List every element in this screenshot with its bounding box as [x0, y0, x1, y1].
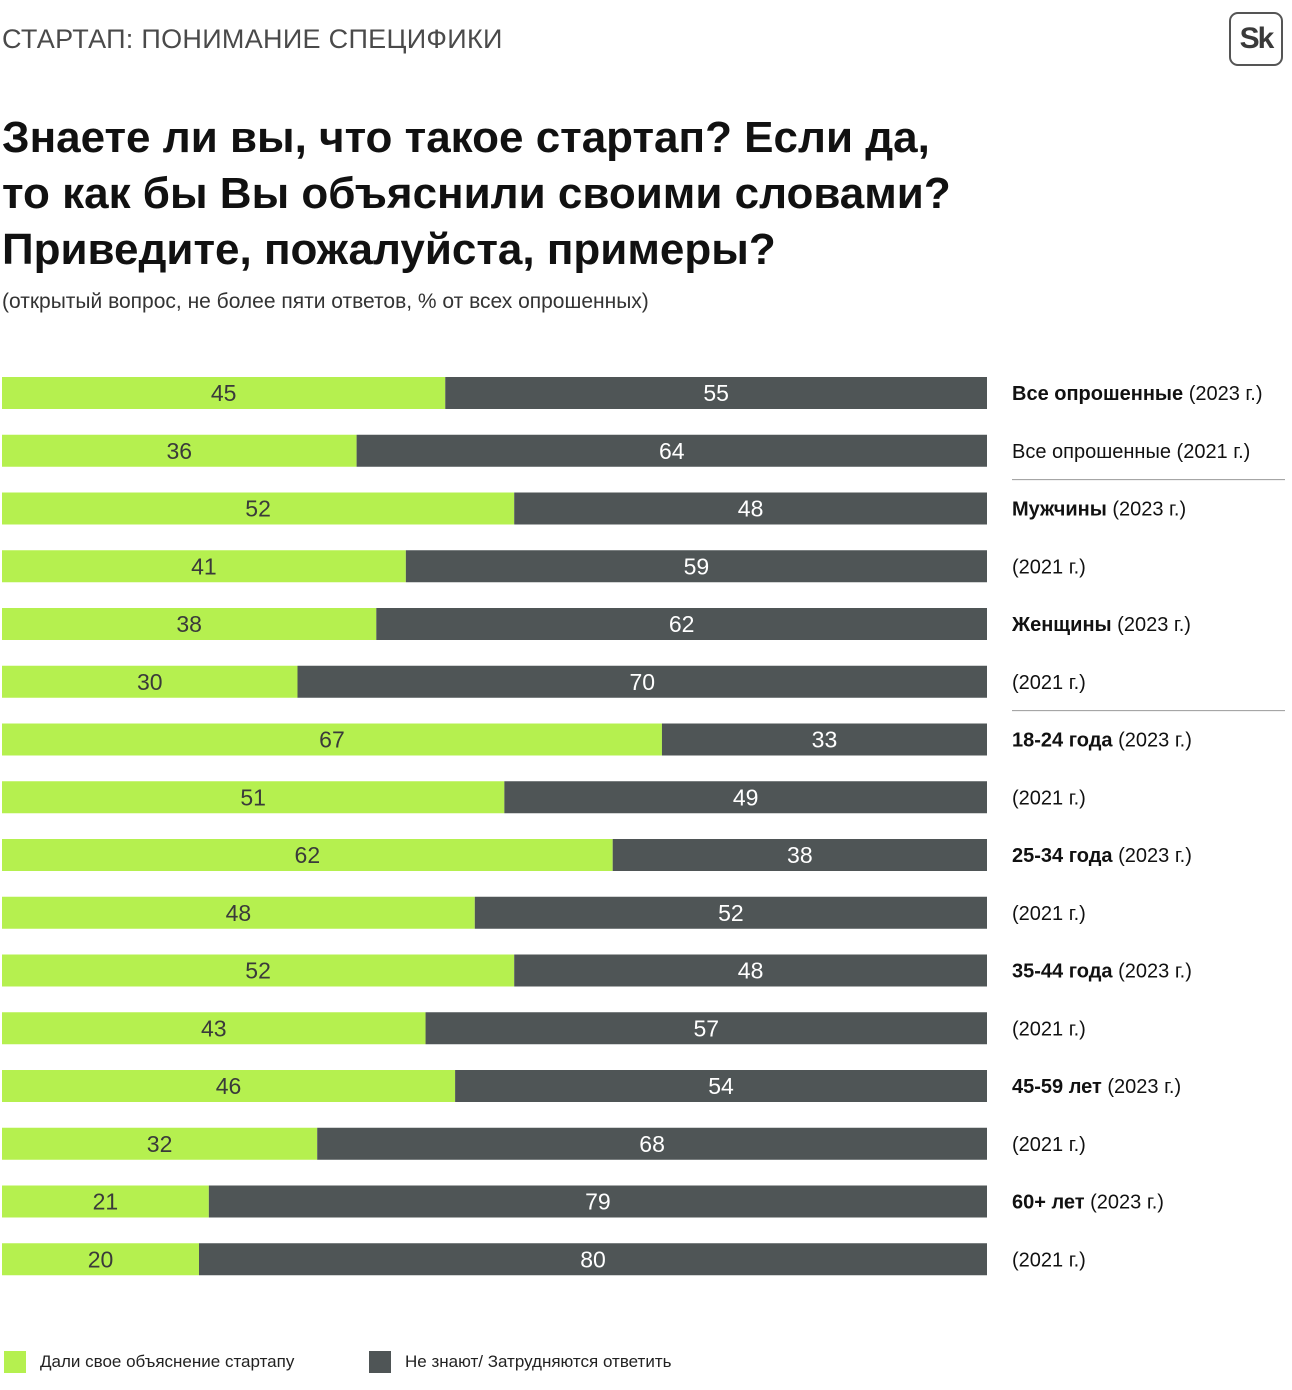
legend-item-explained: Дали свое объяснение стартапу: [4, 1350, 294, 1374]
row-label-9: (2021 г.): [1012, 903, 1086, 925]
value-label-explained-3: 41: [191, 553, 217, 579]
bar-unknown-0: [445, 377, 987, 409]
bar-explained-12: [2, 1070, 456, 1102]
value-label-explained-6: 67: [319, 727, 345, 753]
bar-unknown-9: [474, 896, 987, 929]
value-label-unknown-8: 38: [787, 842, 813, 868]
bar-unknown-5: [297, 665, 987, 698]
row-label-10: 35-44 года (2023 г.): [1012, 961, 1192, 983]
value-label-unknown-0: 55: [703, 380, 729, 406]
legend-swatch-dark: [369, 1351, 391, 1373]
bar-unknown-6: [661, 723, 987, 756]
bar-unknown-11: [425, 1012, 987, 1045]
bar-explained-11: [2, 1012, 426, 1045]
value-label-unknown-4: 62: [669, 611, 695, 637]
row-label-1: Все опрошенные (2021 г.): [1012, 441, 1250, 463]
row-label-15: (2021 г.): [1012, 1249, 1086, 1271]
value-label-explained-14: 21: [93, 1189, 119, 1215]
row-label-13: (2021 г.): [1012, 1134, 1086, 1156]
legend-label-explained: Дали свое объяснение стартапу: [40, 1352, 295, 1371]
value-label-explained-5: 30: [137, 669, 163, 695]
section-kicker: СТАРТАП: ПОНИМАНИЕ СПЕЦИФИКИ: [2, 24, 503, 54]
value-label-unknown-2: 48: [738, 496, 764, 522]
value-label-explained-0: 45: [211, 380, 237, 406]
bar-unknown-4: [376, 608, 987, 640]
value-label-explained-7: 51: [240, 784, 266, 810]
bar-explained-10: [2, 954, 515, 987]
value-label-explained-11: 43: [201, 1015, 227, 1041]
value-label-explained-10: 52: [245, 958, 271, 984]
bar-explained-15: [2, 1243, 199, 1276]
value-label-unknown-5: 70: [629, 669, 655, 695]
value-label-explained-4: 38: [176, 611, 202, 637]
bar-unknown-7: [504, 781, 987, 814]
value-label-explained-15: 20: [88, 1246, 114, 1272]
value-label-explained-13: 32: [147, 1131, 173, 1157]
value-label-explained-9: 48: [226, 900, 252, 926]
bar-explained-6: [2, 723, 662, 756]
row-label-14: 60+ лет (2023 г.): [1012, 1192, 1164, 1214]
bar-explained-7: [2, 781, 505, 814]
value-label-unknown-3: 59: [684, 553, 710, 579]
value-label-unknown-13: 68: [639, 1131, 665, 1157]
value-label-unknown-12: 54: [708, 1073, 734, 1099]
value-label-unknown-11: 57: [693, 1015, 719, 1041]
row-label-4: Женщины (2023 г.): [1011, 614, 1191, 636]
bar-unknown-3: [405, 550, 988, 583]
value-label-unknown-7: 49: [733, 784, 759, 810]
value-label-explained-12: 46: [216, 1073, 242, 1099]
value-label-explained-8: 62: [295, 842, 321, 868]
bar-explained-4: [2, 608, 377, 640]
value-label-unknown-14: 79: [585, 1189, 611, 1215]
bar-explained-2: [2, 492, 515, 525]
bar-explained-5: [2, 665, 298, 698]
bar-explained-1: [2, 434, 357, 467]
row-label-11: (2021 г.): [1012, 1018, 1086, 1040]
bar-explained-3: [2, 550, 406, 583]
bar-explained-0: [2, 377, 446, 409]
row-label-2: Мужчины (2023 г.): [1012, 499, 1186, 521]
chart-title: Знаете ли вы, что такое стартап? Если да…: [2, 110, 1102, 278]
legend-label-unknown: Не знают/ Затрудняются ответить: [405, 1352, 672, 1371]
title-line-3: Приведите, пожалуйста, примеры?: [2, 225, 776, 274]
value-label-explained-2: 52: [245, 496, 271, 522]
row-label-12: 45-59 лет (2023 г.): [1012, 1076, 1181, 1098]
bar-unknown-1: [356, 434, 988, 467]
chart-subtitle: (открытый вопрос, не более пяти ответов,…: [2, 290, 649, 313]
value-label-unknown-6: 33: [812, 727, 838, 753]
bar-unknown-10: [514, 954, 987, 987]
title-line-2: то как бы Вы объяснили своими словами?: [2, 169, 951, 218]
row-label-8: 25-34 года (2023 г.): [1012, 845, 1192, 867]
value-label-unknown-15: 80: [580, 1246, 606, 1272]
value-label-unknown-10: 48: [738, 958, 764, 984]
title-line-1: Знаете ли вы, что такое стартап? Если да…: [2, 113, 930, 162]
bar-unknown-8: [612, 839, 987, 871]
bar-explained-8: [2, 839, 613, 871]
bar-unknown-15: [199, 1243, 987, 1276]
value-label-unknown-1: 64: [659, 438, 685, 464]
bar-unknown-13: [317, 1127, 987, 1160]
bar-explained-13: [2, 1127, 318, 1160]
bar-explained-14: [2, 1185, 209, 1218]
row-label-7: (2021 г.): [1012, 787, 1086, 809]
bar-unknown-12: [455, 1070, 988, 1102]
legend-item-unknown: Не знают/ Затрудняются ответить: [369, 1350, 671, 1374]
skolkovo-logo: Sk: [1229, 12, 1283, 66]
row-label-5: (2021 г.): [1012, 672, 1086, 694]
bar-explained-9: [2, 896, 475, 929]
bar-unknown-14: [208, 1185, 988, 1218]
row-label-3: (2021 г.): [1012, 556, 1086, 578]
value-label-explained-1: 36: [167, 438, 193, 464]
bar-unknown-2: [514, 492, 987, 525]
row-label-6: 18-24 года (2023 г.): [1012, 730, 1192, 752]
row-label-0: Все опрошенные (2023 г.): [1012, 383, 1262, 405]
value-label-unknown-9: 52: [718, 900, 744, 926]
legend-swatch-green: [4, 1351, 26, 1373]
